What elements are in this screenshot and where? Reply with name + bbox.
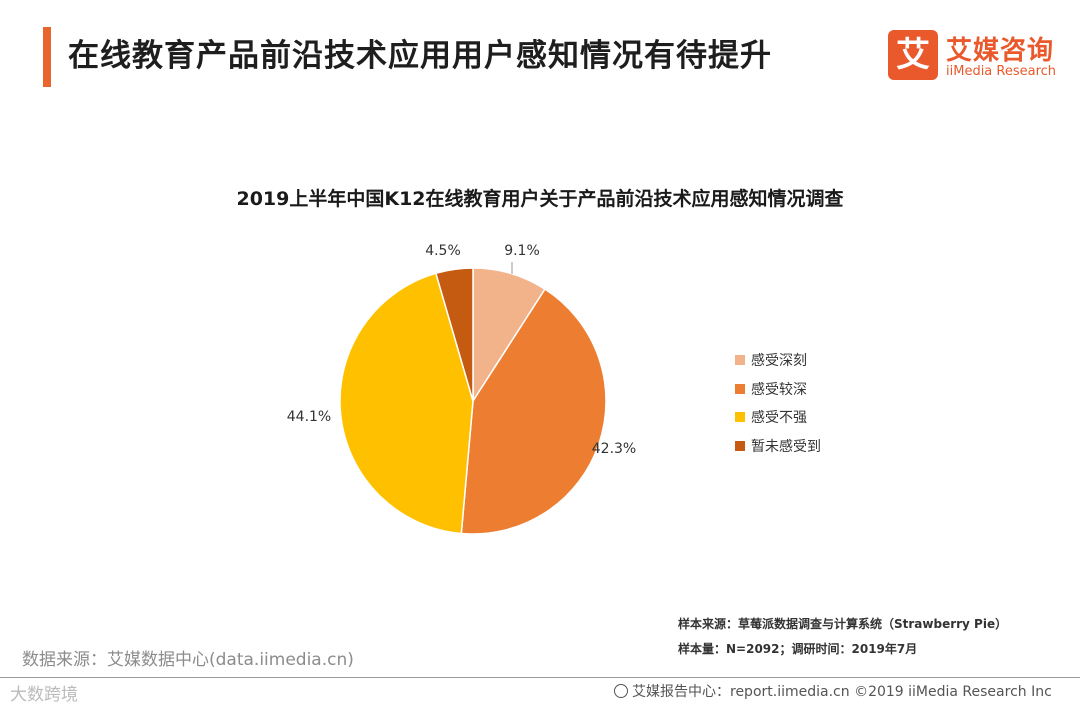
- data-label-4: 4.5%: [425, 243, 461, 259]
- data-label-2: 42.3%: [592, 441, 636, 457]
- footer-divider: [0, 677, 1080, 678]
- legend-item-3: 感受不强: [735, 403, 821, 432]
- legend-swatch: [735, 412, 745, 423]
- legend-item-2: 感受较深: [735, 375, 821, 404]
- footer-credit: 艾媒报告中心：report.iimedia.cn ©2019 iiMedia R…: [614, 681, 1052, 701]
- logo-name-en: iiMedia Research: [946, 64, 1057, 79]
- data-label-3: 44.1%: [287, 409, 331, 425]
- legend-item-4: 暂未感受到: [735, 432, 821, 461]
- legend-label: 感受不强: [751, 410, 807, 427]
- page-title: 在线教育产品前沿技术应用用户感知情况有待提升: [68, 38, 772, 74]
- chart-title: 2019上半年中国K12在线教育用户关于产品前沿技术应用感知情况调查: [236, 188, 844, 210]
- pie-slice-4: [434, 267, 474, 402]
- title-accent-bar: [43, 27, 51, 87]
- sample-source-note: 样本来源：草莓派数据调查与计算系统（Strawberry Pie）: [678, 617, 1008, 631]
- globe-icon: [614, 684, 628, 698]
- pie-slice-3: [339, 272, 474, 535]
- legend-label: 感受较深: [751, 381, 807, 398]
- legend-label: 感受深刻: [751, 353, 807, 370]
- legend-label: 暂未感受到: [751, 438, 821, 455]
- data-label-1: 9.1%: [504, 243, 540, 259]
- legend-item-1: 感受深刻: [735, 346, 821, 375]
- sample-size-note: 样本量：N=2092；调研时间：2019年7月: [678, 642, 918, 656]
- data-source: 数据来源：艾媒数据中心(data.iimedia.cn): [22, 650, 354, 670]
- legend-swatch: [735, 440, 745, 451]
- logo-mark: 艾: [888, 30, 938, 80]
- logo-name-cn: 艾媒咨询: [946, 36, 1055, 66]
- chart-legend: 感受深刻感受较深感受不强暂未感受到: [735, 346, 821, 460]
- legend-swatch: [735, 383, 745, 394]
- footer-credit-text: 艾媒报告中心：report.iimedia.cn ©2019 iiMedia R…: [632, 684, 1052, 700]
- pie-slice-2: [460, 288, 607, 535]
- brand-logo: 艾 艾媒咨询 iiMedia Research: [888, 30, 1068, 82]
- footer-watermark: 大数跨境: [10, 685, 78, 703]
- legend-swatch: [735, 355, 745, 366]
